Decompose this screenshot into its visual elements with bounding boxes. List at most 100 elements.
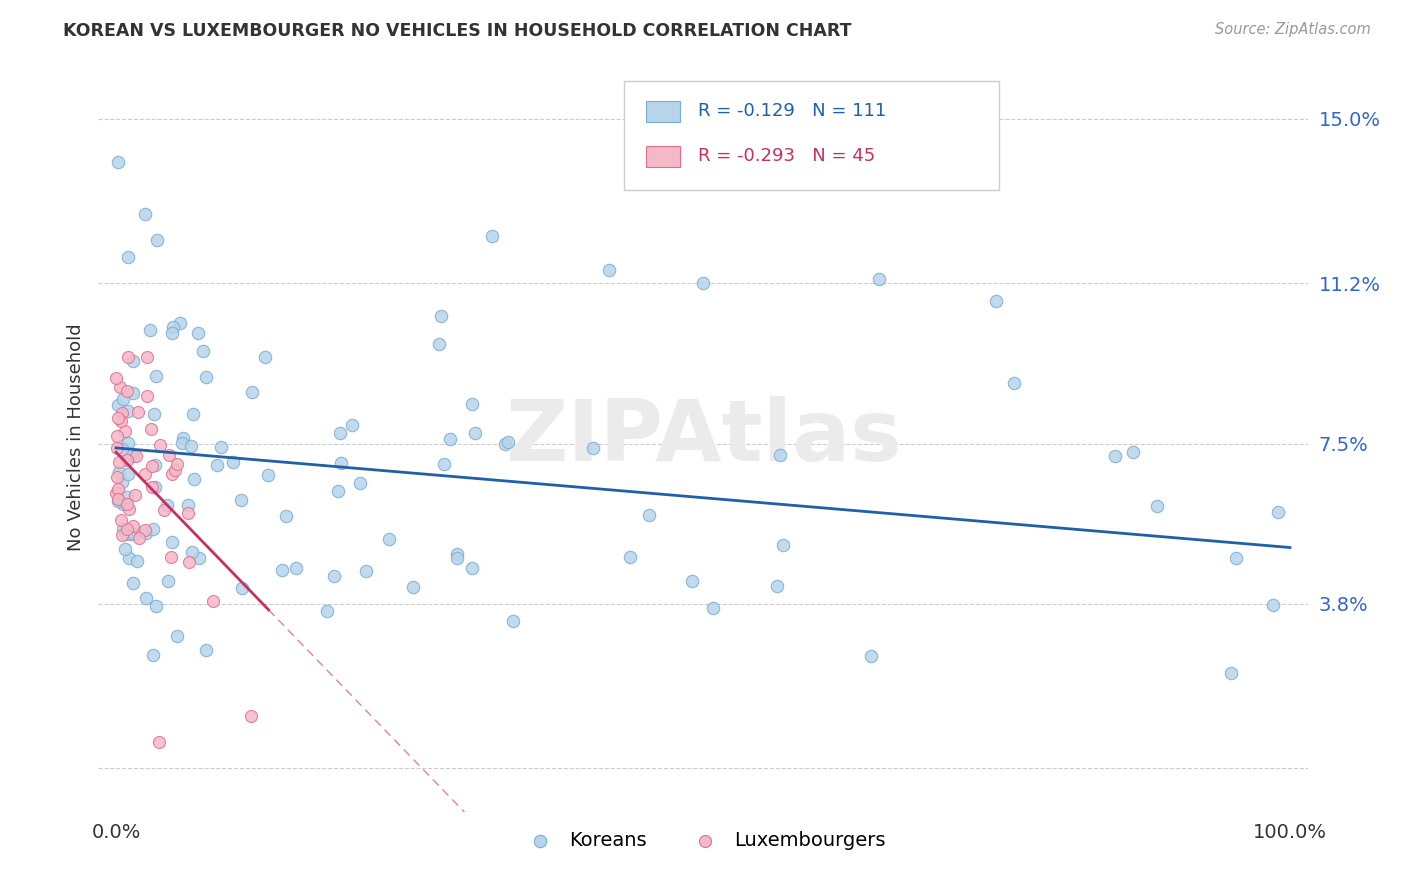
Point xyxy=(1225,551,1247,566)
Point xyxy=(494,437,516,451)
Point xyxy=(446,550,468,565)
Point xyxy=(187,551,209,566)
Point xyxy=(166,457,188,471)
Point xyxy=(107,482,129,496)
Point xyxy=(115,497,138,511)
Point xyxy=(166,629,188,643)
Point xyxy=(121,354,143,368)
Point xyxy=(118,550,141,565)
Point xyxy=(122,519,145,533)
Point xyxy=(107,465,129,479)
Point xyxy=(253,350,276,364)
Point xyxy=(1220,666,1243,681)
Point xyxy=(430,310,453,324)
Point xyxy=(433,458,456,472)
Point xyxy=(240,384,263,399)
Point xyxy=(1002,376,1025,391)
Point xyxy=(322,569,344,583)
Point xyxy=(139,323,162,337)
Point xyxy=(427,336,450,351)
Point xyxy=(111,475,134,489)
Point xyxy=(271,563,294,577)
Point xyxy=(120,526,142,541)
Point xyxy=(274,508,297,523)
Point xyxy=(1267,505,1289,519)
Point xyxy=(202,594,225,608)
Point xyxy=(115,522,138,536)
Point xyxy=(172,431,194,445)
Point xyxy=(772,538,794,552)
Point xyxy=(136,350,159,364)
Point xyxy=(121,385,143,400)
Text: R = -0.293   N = 45: R = -0.293 N = 45 xyxy=(699,147,876,165)
Point xyxy=(326,483,349,498)
Point xyxy=(105,470,128,484)
Point xyxy=(176,506,198,520)
Point xyxy=(127,405,149,419)
Point xyxy=(169,316,191,330)
FancyBboxPatch shape xyxy=(647,101,681,121)
Point xyxy=(125,554,148,568)
Point xyxy=(285,561,308,575)
Point xyxy=(115,384,138,398)
Point xyxy=(160,535,183,549)
Point xyxy=(107,455,129,469)
Point xyxy=(619,549,641,564)
Point xyxy=(502,614,524,628)
Point xyxy=(142,648,165,662)
Point xyxy=(156,574,179,589)
Point xyxy=(191,343,214,358)
Point xyxy=(162,320,184,334)
Point xyxy=(124,488,146,502)
Point xyxy=(162,467,184,481)
Point xyxy=(461,397,484,411)
Point xyxy=(142,407,165,421)
FancyBboxPatch shape xyxy=(647,145,681,167)
Point xyxy=(681,574,703,588)
Point xyxy=(149,438,172,452)
Text: Source: ZipAtlas.com: Source: ZipAtlas.com xyxy=(1215,22,1371,37)
Point xyxy=(118,501,141,516)
Point xyxy=(141,458,163,473)
Point xyxy=(117,453,139,467)
Point xyxy=(143,480,166,494)
FancyBboxPatch shape xyxy=(624,81,1000,190)
Point xyxy=(117,350,139,364)
Point xyxy=(105,371,128,385)
Point xyxy=(181,407,204,421)
Point xyxy=(112,497,135,511)
Point xyxy=(446,547,468,561)
Point xyxy=(117,491,139,505)
Point xyxy=(121,449,143,463)
Point xyxy=(183,472,205,486)
Point xyxy=(148,735,170,749)
Point xyxy=(181,545,204,559)
Point xyxy=(598,263,620,277)
Point xyxy=(117,250,139,264)
Point xyxy=(222,455,245,469)
Point xyxy=(146,233,169,247)
Point xyxy=(111,392,134,407)
Point xyxy=(128,531,150,545)
Point xyxy=(108,380,131,394)
Point xyxy=(402,580,425,594)
Point xyxy=(240,709,263,723)
Point xyxy=(110,442,132,456)
Point xyxy=(160,550,183,565)
Point xyxy=(141,479,163,493)
Point xyxy=(110,414,132,428)
Point xyxy=(134,207,156,221)
Point xyxy=(209,441,232,455)
Point xyxy=(329,456,352,470)
Point xyxy=(986,293,1008,308)
Point xyxy=(187,326,209,340)
Point xyxy=(194,643,217,657)
Point xyxy=(766,579,789,593)
Y-axis label: No Vehicles in Household: No Vehicles in Household xyxy=(67,323,86,551)
Point xyxy=(145,599,167,613)
Point xyxy=(1263,598,1285,612)
Point xyxy=(257,468,280,483)
Point xyxy=(125,449,148,463)
Point xyxy=(111,406,134,420)
Point xyxy=(142,523,165,537)
